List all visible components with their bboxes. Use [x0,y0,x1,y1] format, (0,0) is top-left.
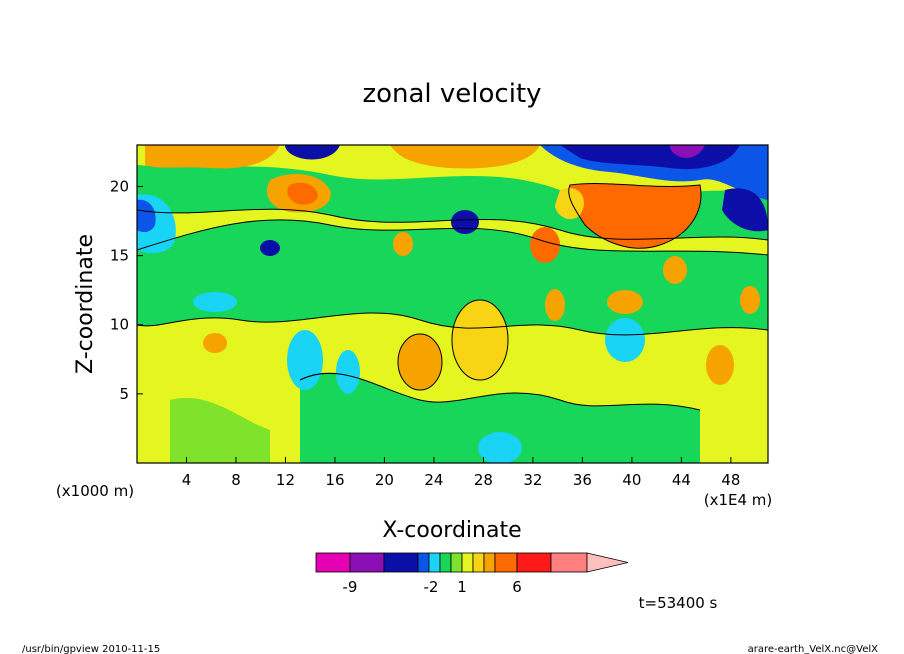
field-cyan-blob [605,318,645,362]
field-orange-topmid [390,145,540,169]
y-axis: 5 10 15 20 [110,177,143,403]
field-orange-blob [740,286,760,314]
colorbar-label: 1 [457,578,467,596]
field-orange-topleft [145,145,280,169]
field-orange-blob [393,232,413,256]
colorbar-swatch [383,552,419,573]
field-blue-top [285,145,340,160]
field-cyan-blob [336,350,360,394]
colorbar-swatch [349,552,385,573]
colorbar-swatch [461,552,474,573]
x-tick-label: 20 [375,471,394,489]
field-green-lower [300,373,700,463]
field-orange-blob [452,300,508,380]
x-tick-label: 36 [573,471,592,489]
field-blue-left [137,199,156,233]
contour-lines [137,183,768,411]
colorbar-swatch [439,552,452,573]
colorbar-label: 6 [512,578,522,596]
x-axis: 4 8 12 16 20 24 28 32 36 40 44 48 [182,457,740,489]
colorbar-swatch [494,552,518,573]
x-tick-label: 16 [325,471,344,489]
colorbar-swatch [472,552,485,573]
field-orange-blob [663,256,687,284]
x-tick-label: 40 [622,471,641,489]
field-orange-blob [530,227,560,263]
colorbar-arrow [586,552,629,573]
colorbar-swatch [450,552,463,573]
field-orange-blob [706,345,734,385]
footer-left: /usr/bin/gpview 2010-11-15 [22,644,160,654]
field-blue-blob [451,210,479,234]
field-orange-right [568,183,701,249]
x-tick-label: 8 [231,471,241,489]
field-orange-blob [607,290,643,314]
colorbar [315,552,629,573]
y-tick-label: 5 [119,385,129,403]
colorbar-label: -2 [424,578,439,596]
x-tick-label: 12 [276,471,295,489]
x-tick-label: 4 [182,471,192,489]
chart-title: zonal velocity [362,79,541,109]
x-unit-note: (x1E4 m) [704,491,773,509]
y-axis-label: Z-coordinate [73,234,98,374]
field-lightgreen-lower [170,397,270,463]
x-tick-label: 28 [474,471,493,489]
field-blue-blob [260,240,280,256]
field-cyan-blob [478,432,522,463]
colorbar-swatch [315,552,351,573]
field-orange-blob [203,333,227,353]
field-purple-top [670,145,705,158]
colorbar-swatch [428,552,441,573]
colorbar-swatch [417,552,430,573]
colorbar-swatch [483,552,496,573]
y-tick-label: 10 [110,316,129,334]
colorbar-labels: -9 -2 1 6 [343,578,522,596]
field-cyan-blob [287,330,323,390]
heatmap-field [137,145,768,463]
time-label: t=53400 s [639,594,718,612]
y-unit-note: (x1000 m) [56,482,134,500]
x-tick-label: 48 [721,471,740,489]
plot-frame [136,144,769,464]
colorbar-swatch [550,552,588,573]
field-orange-blob [398,334,442,390]
x-tick-label: 24 [424,471,443,489]
x-tick-label: 32 [523,471,542,489]
field-orange-blob [545,289,565,321]
y-tick-label: 15 [110,247,129,265]
footer-right: arare-earth_VelX.nc@VelX [748,644,879,654]
field-cyan-blob [193,292,237,312]
field-deepblue-farright [722,188,768,232]
colorbar-label: -9 [343,578,358,596]
colorbar-swatch [516,552,552,573]
y-tick-label: 20 [110,177,129,195]
x-axis-label: X-coordinate [382,518,521,543]
x-tick-label: 44 [672,471,691,489]
field-darkorange-center [287,182,318,205]
